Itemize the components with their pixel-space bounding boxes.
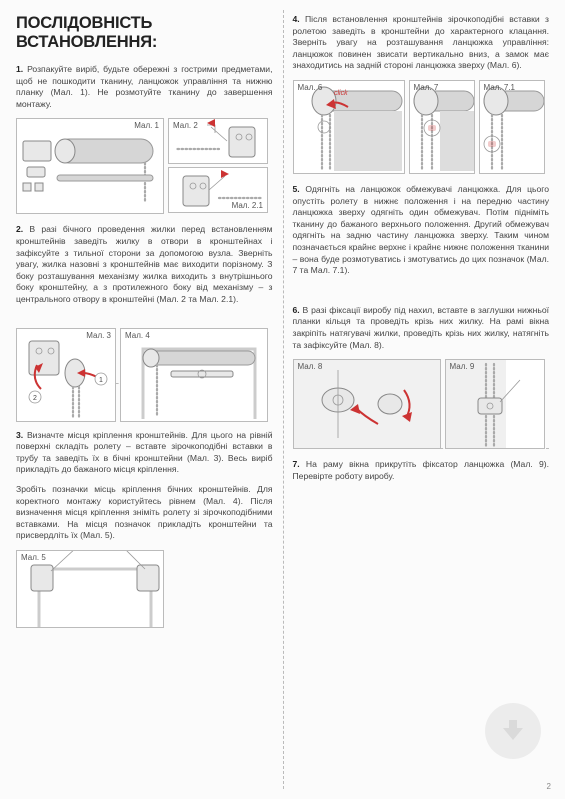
- page-number: 2: [547, 782, 551, 791]
- vertical-divider: [283, 10, 284, 789]
- figure-6-label: Мал. 6: [298, 83, 323, 92]
- step-3b: Зробіть позначки місць кріплення бічних …: [16, 484, 273, 542]
- figure-6: Мал. 6 click: [293, 80, 405, 174]
- step-7: 7. На раму вікна прикрутіть фіксатор лан…: [293, 459, 550, 482]
- figure-8: Мал. 8: [293, 359, 441, 449]
- step-3: 3. Визначте місця кріплення кронштейнів.…: [16, 430, 273, 476]
- figure-7: Мал. 7: [409, 80, 475, 174]
- step-4: 4. Після встановлення кронштейнів зірочк…: [293, 14, 550, 72]
- watermark-icon: [485, 703, 541, 759]
- step-2: 2. В разі бічного проведення жилки перед…: [16, 224, 273, 305]
- step-1: 1. Розпакуйте виріб, будьте обережні з г…: [16, 64, 273, 110]
- figure-5-label: Мал. 5: [21, 553, 46, 562]
- step-4-text: Після встановлення кронштейнів зірочкопо…: [293, 14, 550, 70]
- fig-row-4: Мал. 8 Мал. 9: [293, 359, 550, 449]
- figure-1: Мал. 1: [16, 118, 164, 214]
- step-5: 5. Одягніть на ланцюжок обмежувачі ланцю…: [293, 184, 550, 277]
- figure-7-1-label: Мал. 7.1: [484, 83, 515, 92]
- step-1-text: Розпакуйте виріб, будьте обережні з гост…: [16, 64, 273, 109]
- figure-2: Мал. 2: [168, 118, 268, 164]
- fig-row-1: Мал. 1 Мал. 2: [16, 118, 273, 214]
- svg-text:2: 2: [33, 395, 37, 402]
- click-label: click: [334, 90, 348, 97]
- figure-9-label: Мал. 9: [450, 362, 475, 371]
- figure-2-1-label: Мал. 2.1: [232, 201, 263, 210]
- step-3b-text: Зробіть позначки місць кріплення бічних …: [16, 484, 273, 540]
- figure-7-label: Мал. 7: [414, 83, 439, 92]
- right-column: 4. Після встановлення кронштейнів зірочк…: [283, 14, 550, 789]
- step-5-text: Одягніть на ланцюжок обмежувачі ланцюжка…: [293, 184, 550, 275]
- step-2-text: В разі бічного проведення жилки перед вс…: [16, 224, 273, 304]
- figure-2-1: Мал. 2.1: [168, 167, 268, 213]
- figure-1-label: Мал. 1: [134, 121, 159, 130]
- step-6-text: В разі фіксації виробу під нахил, вставт…: [293, 305, 550, 350]
- figure-4: Мал. 4: [120, 328, 268, 422]
- step-6: 6. В разі фіксації виробу під нахил, вст…: [293, 305, 550, 351]
- figure-2-label: Мал. 2: [173, 121, 198, 130]
- svg-text:1: 1: [99, 377, 103, 384]
- figure-5: Мал. 5: [16, 550, 164, 628]
- figure-3: Мал. 3 2 1: [16, 328, 116, 422]
- page-title: ПОСЛІДОВНІСТЬ ВСТАНОВЛЕННЯ:: [16, 14, 273, 52]
- fig-row-2: Мал. 3 2 1 Мал. 4: [16, 328, 273, 422]
- figure-4-label: Мал. 4: [125, 331, 150, 340]
- figure-3-label: Мал. 3: [86, 331, 111, 340]
- step-7-text: На раму вікна прикрутіть фіксатор ланцюж…: [293, 459, 550, 481]
- figure-7-1: Мал. 7.1: [479, 80, 545, 174]
- figure-8-label: Мал. 8: [298, 362, 323, 371]
- fig-row-3: Мал. 6 click Мал. 7: [293, 80, 550, 174]
- left-column: ПОСЛІДОВНІСТЬ ВСТАНОВЛЕННЯ: 1. Розпакуйт…: [16, 14, 283, 789]
- step-3-text: Визначте місця кріплення кронштейнів. Дл…: [16, 430, 273, 475]
- figure-9: Мал. 9: [445, 359, 545, 449]
